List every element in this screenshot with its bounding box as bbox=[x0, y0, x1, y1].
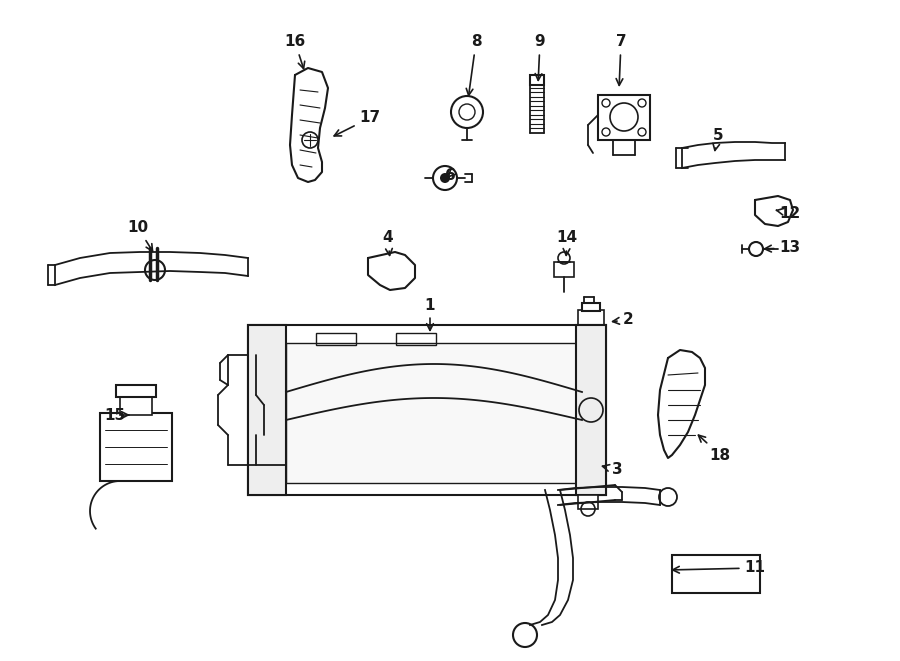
Text: 16: 16 bbox=[284, 34, 306, 69]
Bar bbox=[578, 310, 604, 325]
Text: 9: 9 bbox=[535, 34, 545, 81]
Bar bbox=[248, 325, 286, 495]
Bar bbox=[100, 413, 172, 481]
Bar bbox=[554, 262, 574, 277]
Bar bbox=[316, 333, 356, 345]
Bar bbox=[530, 75, 544, 85]
Polygon shape bbox=[290, 68, 328, 182]
Text: 13: 13 bbox=[765, 241, 801, 256]
Bar bbox=[672, 555, 760, 593]
Text: 3: 3 bbox=[602, 463, 622, 477]
Bar bbox=[578, 495, 598, 509]
Polygon shape bbox=[368, 252, 415, 290]
Text: 7: 7 bbox=[616, 34, 626, 85]
Text: 6: 6 bbox=[445, 167, 455, 182]
Bar bbox=[396, 333, 436, 345]
Text: 5: 5 bbox=[713, 128, 724, 151]
Text: 14: 14 bbox=[556, 231, 578, 255]
Text: 10: 10 bbox=[128, 221, 152, 251]
Text: 8: 8 bbox=[466, 34, 482, 95]
Text: 12: 12 bbox=[776, 206, 801, 221]
Circle shape bbox=[440, 173, 450, 183]
Text: 18: 18 bbox=[698, 435, 731, 463]
Text: 4: 4 bbox=[382, 231, 393, 255]
Bar bbox=[248, 325, 606, 495]
Text: 1: 1 bbox=[425, 297, 436, 330]
Bar bbox=[576, 325, 606, 495]
Bar bbox=[582, 303, 600, 311]
Polygon shape bbox=[658, 350, 705, 458]
Bar bbox=[286, 343, 582, 483]
Polygon shape bbox=[755, 196, 793, 226]
Text: 17: 17 bbox=[334, 110, 381, 136]
Text: 2: 2 bbox=[613, 313, 634, 327]
Bar bbox=[598, 95, 650, 140]
Bar bbox=[120, 395, 152, 415]
Bar bbox=[116, 385, 156, 397]
Text: 11: 11 bbox=[672, 561, 766, 576]
Text: 15: 15 bbox=[104, 407, 129, 422]
